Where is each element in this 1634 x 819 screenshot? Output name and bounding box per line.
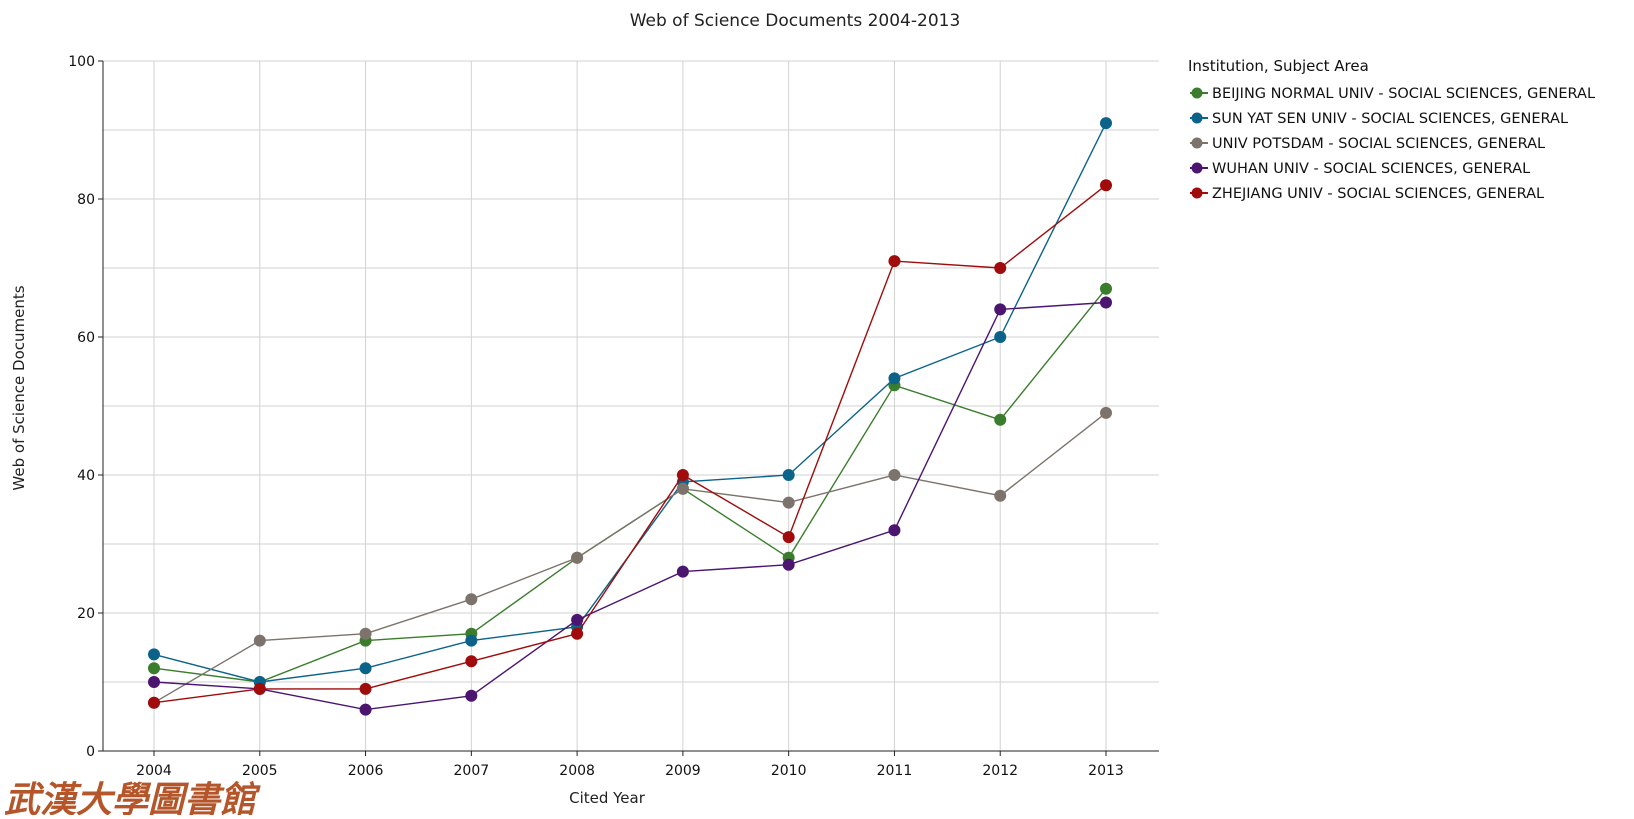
legend-item: SUN YAT SEN UNIV - SOCIAL SCIENCES, GENE…	[1190, 111, 1568, 127]
data-point	[359, 662, 372, 675]
series-lines	[148, 117, 1112, 716]
series-line	[153, 122, 1107, 683]
y-tick-label: 40	[77, 468, 95, 484]
data-point	[994, 489, 1007, 502]
series-4	[148, 296, 1112, 716]
x-tick-label: 2005	[242, 763, 278, 779]
data-point	[676, 565, 689, 578]
y-tick-label: 100	[68, 54, 95, 70]
data-point	[465, 655, 478, 668]
data-point	[1100, 296, 1112, 309]
legend: Institution, Subject Area BEIJING NORMAL…	[1188, 57, 1595, 202]
x-tick-label: 2013	[1088, 763, 1124, 779]
x-tick-label: 2006	[348, 763, 384, 779]
series-line	[153, 184, 1107, 704]
axes: 0 20 40 60 80 100 2004 2005 2006 2007 2008 2009 2010…	[68, 54, 1159, 779]
x-tick-label: 2007	[454, 763, 490, 779]
data-point	[994, 262, 1007, 274]
y-tick-label: 0	[86, 744, 95, 760]
legend-label: UNIV POTSDAM - SOCIAL SCIENCES, GENERAL	[1212, 136, 1545, 152]
legend-items: BEIJING NORMAL UNIV - SOCIAL SCIENCES, G…	[1190, 86, 1595, 202]
data-point	[465, 593, 478, 606]
data-point	[782, 496, 795, 509]
x-tick-label: 2008	[559, 763, 595, 779]
legend-item: UNIV POTSDAM - SOCIAL SCIENCES, GENERAL	[1190, 136, 1545, 152]
data-point	[571, 627, 584, 640]
data-point	[1100, 406, 1112, 419]
data-point	[253, 682, 266, 695]
x-tick-label: 2004	[136, 763, 172, 779]
x-tick-label: 2009	[665, 763, 701, 779]
series-5	[148, 179, 1112, 709]
data-point	[571, 613, 584, 626]
legend-swatch-marker	[1191, 87, 1203, 99]
data-point	[994, 331, 1007, 343]
series-3	[148, 406, 1112, 709]
y-tick-label: 20	[77, 606, 95, 622]
legend-swatch-marker	[1191, 187, 1203, 199]
series-1	[148, 282, 1112, 688]
data-point	[148, 676, 160, 688]
data-point	[888, 372, 901, 385]
data-point	[148, 648, 160, 661]
x-axis-label: Cited Year	[569, 789, 646, 807]
data-point	[465, 634, 478, 647]
data-point	[782, 558, 795, 571]
data-point	[465, 689, 478, 702]
legend-swatch-marker	[1191, 112, 1203, 124]
data-point	[888, 469, 901, 481]
data-point	[782, 531, 795, 544]
chart-title: Web of Science Documents 2004-2013	[630, 11, 961, 31]
data-point	[888, 255, 901, 268]
legend-title: Institution, Subject Area	[1188, 57, 1369, 75]
grid-lines	[103, 60, 1159, 751]
series-line	[153, 301, 1107, 711]
data-point	[676, 482, 689, 495]
y-axis-label: Web of Science Documents	[10, 285, 28, 490]
legend-label: SUN YAT SEN UNIV - SOCIAL SCIENCES, GENE…	[1212, 111, 1568, 127]
data-point	[1100, 179, 1112, 192]
legend-item: WUHAN UNIV - SOCIAL SCIENCES, GENERAL	[1190, 161, 1530, 177]
data-point	[1100, 282, 1112, 295]
data-point	[359, 627, 372, 640]
x-tick-label: 2011	[877, 763, 913, 779]
data-point	[253, 634, 266, 647]
data-point	[1100, 117, 1112, 130]
legend-label: ZHEJIANG UNIV - SOCIAL SCIENCES, GENERAL	[1212, 186, 1544, 202]
legend-item: BEIJING NORMAL UNIV - SOCIAL SCIENCES, G…	[1190, 86, 1595, 102]
data-point	[888, 524, 901, 537]
y-tick-label: 80	[77, 192, 95, 208]
data-point	[148, 696, 160, 709]
watermark-logo: 武漢大學圖書館	[4, 779, 261, 815]
data-point	[994, 303, 1007, 316]
data-point	[994, 413, 1007, 426]
legend-label: BEIJING NORMAL UNIV - SOCIAL SCIENCES, G…	[1212, 86, 1595, 102]
x-tick-label: 2012	[982, 763, 1018, 779]
data-point	[148, 662, 160, 675]
series-line	[153, 288, 1107, 683]
legend-item: ZHEJIANG UNIV - SOCIAL SCIENCES, GENERAL	[1190, 186, 1544, 202]
y-tick-label: 60	[77, 330, 95, 346]
data-point	[359, 703, 372, 716]
series-2	[148, 117, 1112, 688]
data-point	[676, 469, 689, 481]
legend-swatch-marker	[1191, 137, 1203, 149]
legend-swatch-marker	[1191, 162, 1203, 174]
series-line	[153, 412, 1107, 704]
data-point	[359, 682, 372, 695]
legend-label: WUHAN UNIV - SOCIAL SCIENCES, GENERAL	[1212, 161, 1530, 177]
x-tick-label: 2010	[771, 763, 807, 779]
data-point	[782, 469, 795, 481]
data-point	[571, 551, 584, 564]
